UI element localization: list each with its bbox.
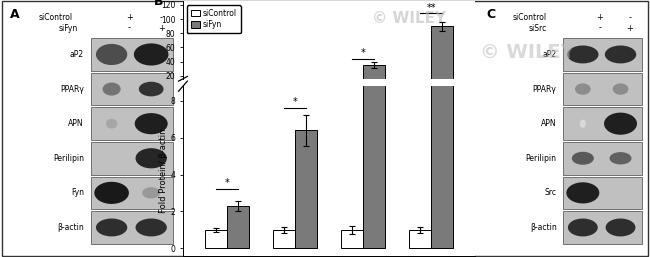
- Bar: [363, 65, 385, 90]
- Text: β-actin: β-actin: [57, 223, 84, 232]
- Text: +: +: [126, 13, 133, 22]
- FancyBboxPatch shape: [91, 73, 174, 105]
- Text: aP2: aP2: [70, 50, 84, 59]
- Ellipse shape: [572, 152, 594, 165]
- Text: © WILEY: © WILEY: [372, 11, 446, 26]
- Ellipse shape: [580, 120, 586, 128]
- Ellipse shape: [106, 119, 118, 128]
- Text: +: +: [597, 13, 603, 22]
- Text: Perilipin: Perilipin: [525, 154, 556, 163]
- Bar: [227, 88, 249, 90]
- Bar: [431, 26, 453, 90]
- FancyBboxPatch shape: [91, 177, 174, 209]
- Ellipse shape: [103, 82, 121, 96]
- Text: +: +: [627, 23, 634, 32]
- Ellipse shape: [142, 187, 161, 199]
- Ellipse shape: [606, 218, 636, 236]
- Text: C: C: [486, 8, 495, 21]
- FancyBboxPatch shape: [91, 38, 174, 71]
- Bar: [341, 89, 363, 90]
- Bar: [205, 89, 227, 90]
- Bar: [431, 0, 453, 248]
- Bar: [410, 89, 431, 90]
- Text: © WILEY: © WILEY: [480, 43, 575, 62]
- FancyBboxPatch shape: [91, 142, 174, 175]
- Text: APN: APN: [541, 119, 556, 128]
- Ellipse shape: [566, 182, 599, 204]
- Y-axis label: Fold Protein/ β-actin: Fold Protein/ β-actin: [159, 129, 168, 213]
- Text: PPARγ: PPARγ: [60, 85, 84, 94]
- Bar: [274, 89, 295, 90]
- FancyBboxPatch shape: [563, 73, 642, 105]
- Text: PPARγ: PPARγ: [532, 85, 556, 94]
- Ellipse shape: [135, 218, 167, 236]
- Ellipse shape: [613, 83, 629, 95]
- Ellipse shape: [575, 83, 591, 95]
- FancyBboxPatch shape: [563, 211, 642, 244]
- Text: *: *: [361, 48, 365, 58]
- Bar: [410, 230, 431, 248]
- Text: -: -: [599, 23, 601, 32]
- Text: siControl: siControl: [39, 13, 73, 22]
- Bar: [274, 230, 295, 248]
- FancyBboxPatch shape: [91, 107, 174, 140]
- Ellipse shape: [567, 45, 599, 63]
- Text: siControl: siControl: [513, 13, 547, 22]
- Ellipse shape: [610, 152, 632, 164]
- Ellipse shape: [135, 113, 168, 134]
- Text: siFyn: siFyn: [58, 23, 78, 32]
- Text: A: A: [10, 8, 20, 21]
- Bar: [295, 130, 317, 248]
- FancyBboxPatch shape: [563, 177, 642, 209]
- Text: *: *: [225, 178, 229, 188]
- Text: -: -: [128, 23, 131, 32]
- FancyBboxPatch shape: [563, 107, 642, 140]
- Ellipse shape: [139, 82, 164, 96]
- Text: β-actin: β-actin: [530, 223, 556, 232]
- Text: +: +: [158, 23, 164, 32]
- FancyBboxPatch shape: [91, 211, 174, 244]
- Ellipse shape: [135, 148, 167, 168]
- Text: siSrc: siSrc: [529, 23, 547, 32]
- Bar: [341, 230, 363, 248]
- Text: -: -: [160, 13, 162, 22]
- Ellipse shape: [604, 113, 637, 135]
- Text: B: B: [153, 0, 163, 8]
- Ellipse shape: [96, 44, 127, 65]
- Ellipse shape: [96, 218, 127, 236]
- Bar: [205, 230, 227, 248]
- Ellipse shape: [94, 182, 129, 204]
- Bar: [295, 86, 317, 90]
- Ellipse shape: [604, 45, 636, 63]
- Ellipse shape: [568, 218, 598, 236]
- Text: *: *: [292, 97, 298, 107]
- Legend: siControl, siFyn: siControl, siFyn: [187, 5, 240, 33]
- Text: **: **: [426, 3, 436, 13]
- Text: Src: Src: [545, 188, 556, 197]
- Bar: [363, 0, 385, 248]
- FancyBboxPatch shape: [563, 38, 642, 71]
- Ellipse shape: [134, 43, 168, 66]
- Text: APN: APN: [68, 119, 84, 128]
- Text: -: -: [629, 13, 632, 22]
- Text: aP2: aP2: [542, 50, 556, 59]
- Bar: [227, 206, 249, 248]
- Text: Perilipin: Perilipin: [53, 154, 84, 163]
- Text: Fyn: Fyn: [71, 188, 84, 197]
- FancyBboxPatch shape: [563, 142, 642, 175]
